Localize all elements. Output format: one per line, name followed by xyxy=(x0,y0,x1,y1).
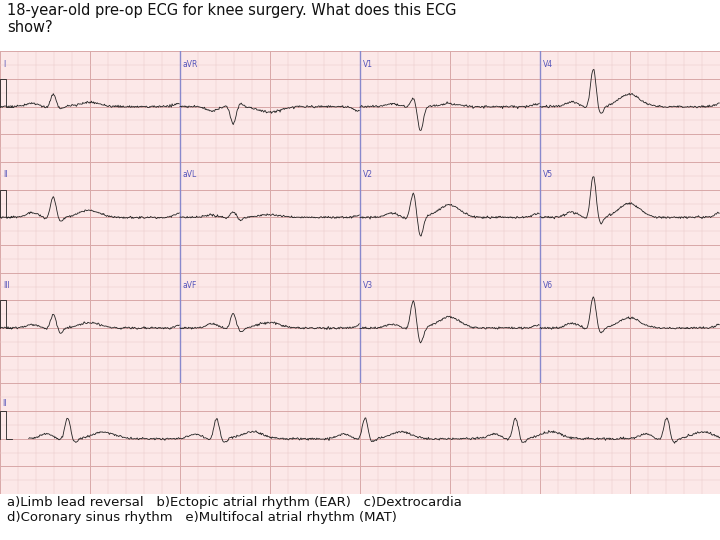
Text: V5: V5 xyxy=(543,170,553,179)
Text: aVF: aVF xyxy=(183,281,197,290)
Text: aVL: aVL xyxy=(183,170,197,179)
Text: V6: V6 xyxy=(543,281,553,290)
Text: 6: 6 xyxy=(694,94,706,112)
Text: 18-year-old pre-op ECG for knee surgery. What does this ECG
show?: 18-year-old pre-op ECG for knee surgery.… xyxy=(7,3,456,35)
Text: I: I xyxy=(3,59,5,69)
Text: V3: V3 xyxy=(363,281,373,290)
Text: V2: V2 xyxy=(363,170,373,179)
Text: II: II xyxy=(2,399,6,408)
Text: aVR: aVR xyxy=(183,59,198,69)
Text: II: II xyxy=(3,170,7,179)
Text: III: III xyxy=(3,281,9,290)
Text: V1: V1 xyxy=(363,59,373,69)
Text: a)Limb lead reversal   b)Ectopic atrial rhythm (EAR)   c)Dextrocardia
d)Coronary: a)Limb lead reversal b)Ectopic atrial rh… xyxy=(7,496,462,524)
Text: V4: V4 xyxy=(543,59,553,69)
